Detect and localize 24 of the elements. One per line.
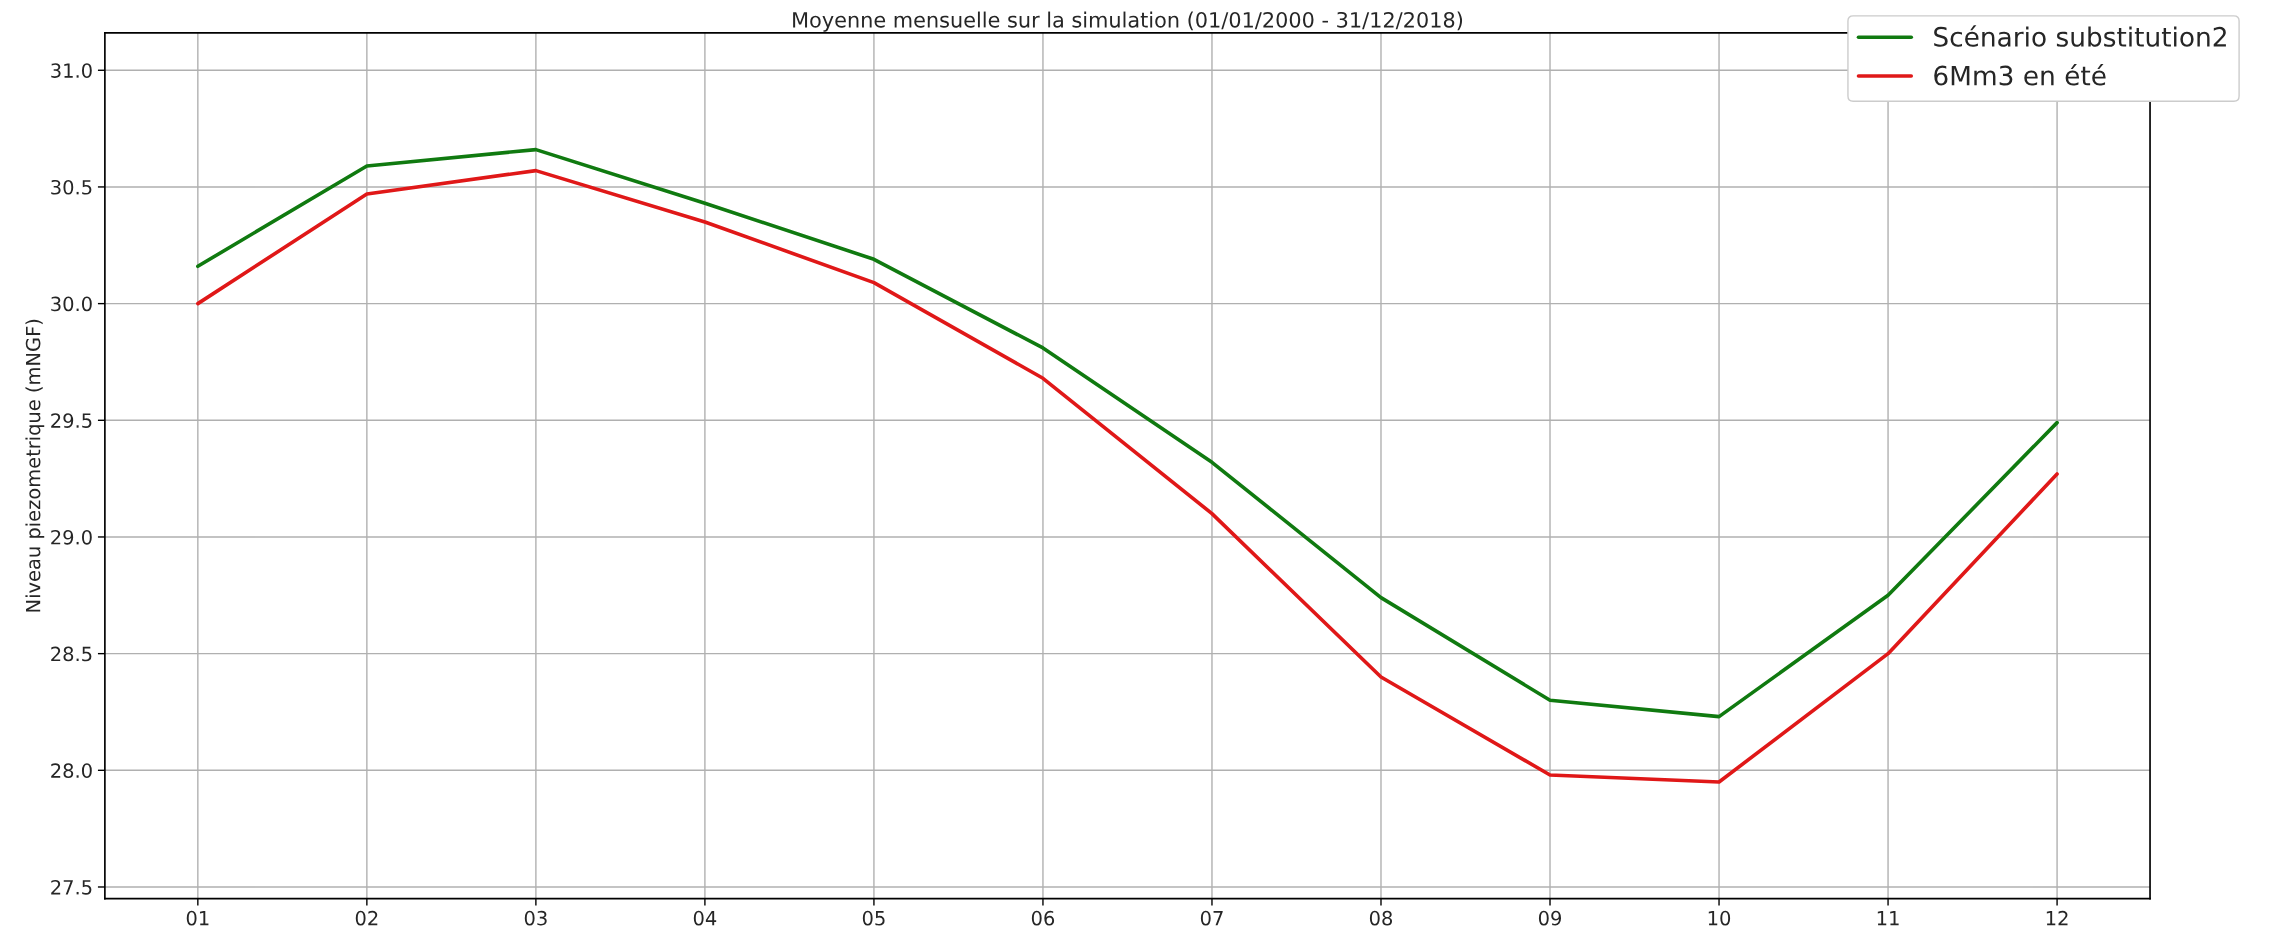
x-tick-label: 09	[1538, 910, 1562, 926]
x-tick-label: 02	[355, 910, 378, 926]
x-tick-label: 11	[1877, 911, 1899, 926]
x-tick-label: 08	[1369, 910, 1393, 926]
y-tick-label: 29.0	[51, 529, 92, 545]
x-tick-label: 03	[524, 910, 547, 926]
y-tick-label: 31.0	[51, 63, 92, 78]
x-tick-label: 06	[1031, 910, 1055, 926]
chart-title: Moyenne mensuelle sur la simulation (01/01/2000 - 31/12/2018)	[793, 11, 1463, 32]
x-tick-label: 07	[1200, 910, 1223, 926]
y-tick-label: 27.5	[51, 879, 92, 895]
x-tick-label: 01	[186, 910, 209, 926]
y-tick-label: 30.0	[51, 296, 92, 312]
x-tick-label: 12	[2046, 910, 2068, 926]
y-axis-title: Niveau piezometrique (mNGF)	[25, 319, 45, 612]
legend-label: Scénario substitution2	[1934, 25, 2226, 47]
x-tick-label: 04	[693, 910, 717, 926]
legend-label: 6Mm3 en été	[1934, 64, 2106, 86]
y-tick-label: 29.5	[51, 413, 92, 428]
x-tick-label: 05	[862, 910, 885, 926]
y-tick-label: 28.5	[51, 646, 92, 662]
y-tick-label: 28.0	[51, 763, 92, 778]
y-tick-label: 30.5	[51, 179, 92, 195]
x-tick-label: 10	[1708, 910, 1731, 926]
